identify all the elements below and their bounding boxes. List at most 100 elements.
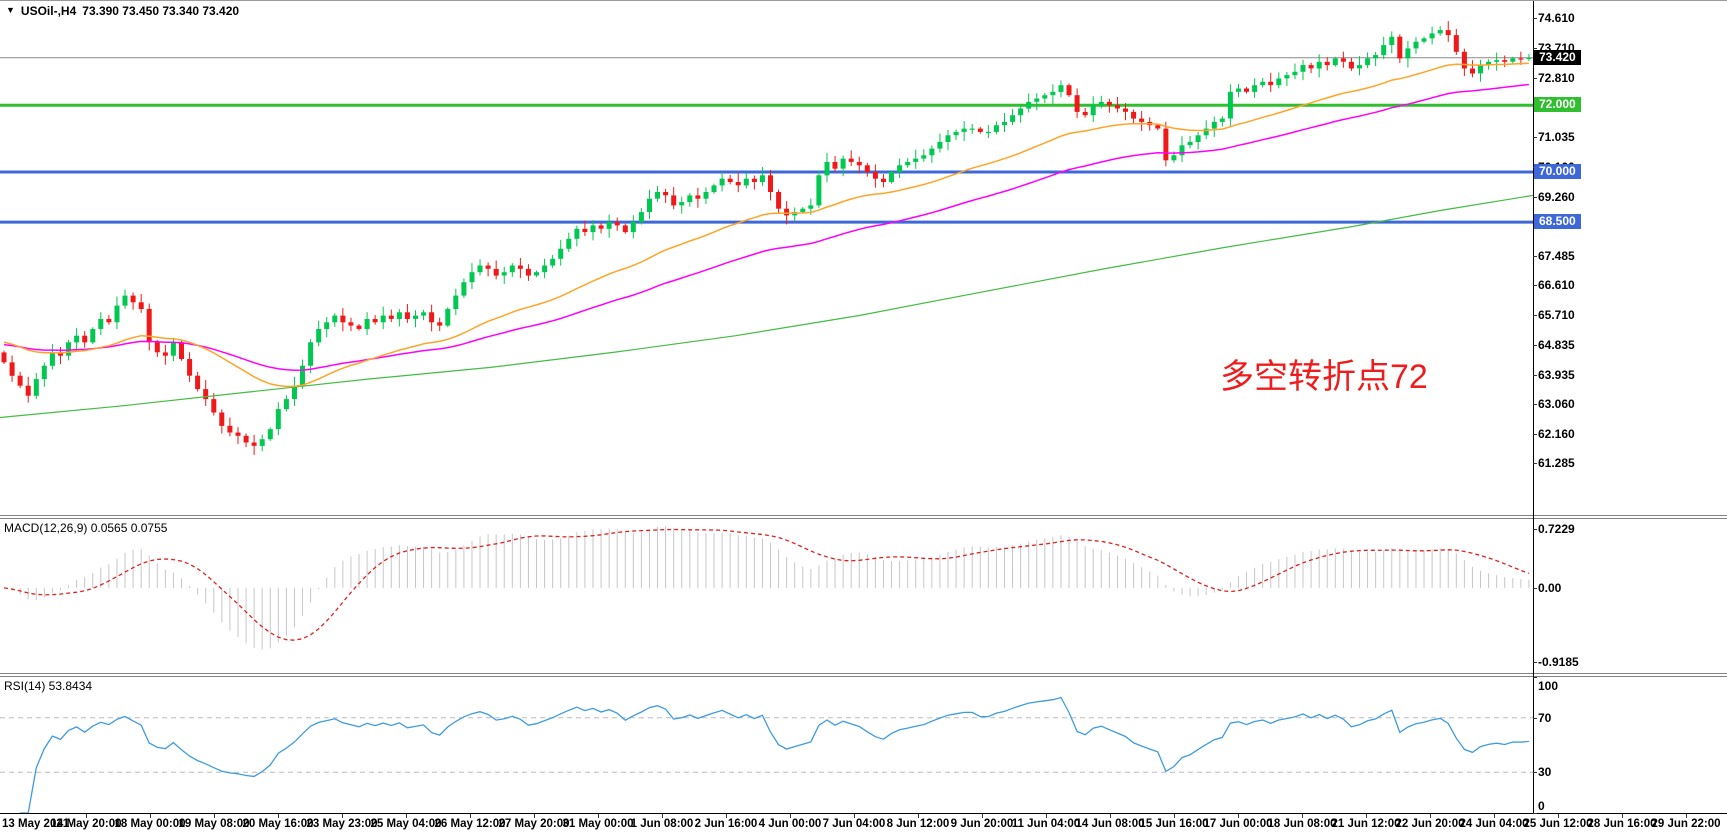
rsi-label: RSI(14) 53.8434: [4, 679, 93, 693]
time-axis-tick: [598, 814, 599, 818]
time-axis-label: 25 Jun 12:00: [1523, 818, 1593, 830]
price-axis-tick: [1533, 285, 1537, 286]
time-axis-tick: [1622, 814, 1623, 818]
price-axis-tick: [1533, 137, 1537, 138]
price-axis-label: 66.610: [1538, 278, 1575, 292]
time-axis-label: 15 Jun 16:00: [1139, 818, 1209, 830]
price-axis-label: 63.060: [1538, 397, 1575, 411]
macd-axis-label: 0.7229: [1538, 522, 1575, 536]
time-axis-tick: [1430, 814, 1431, 818]
macd-axis-tick: [1533, 529, 1537, 530]
time-axis-tick: [470, 814, 471, 818]
rsi-axis-tick: [1533, 813, 1537, 814]
time-axis-label: 13 May 2021: [2, 818, 70, 830]
time-axis-tick: [406, 814, 407, 818]
time-axis-label: 25 May 04:00: [370, 818, 442, 830]
candlestick-chart[interactable]: [0, 1, 1533, 515]
rsi-axis-tick: [1533, 772, 1537, 773]
rsi-axis-tick: [1533, 677, 1537, 678]
price-axis-label: 63.935: [1538, 368, 1575, 382]
time-axis-label: 8 Jun 12:00: [886, 818, 950, 830]
time-axis-label: 26 May 12:00: [434, 818, 506, 830]
price-axis-tick: [1533, 315, 1537, 316]
time-axis-tick: [1558, 814, 1559, 818]
price-axis-tick: [1533, 197, 1537, 198]
time-axis-label: 14 May 20:00: [50, 818, 122, 830]
price-axis-label: 65.710: [1538, 308, 1575, 322]
symbol-quote: 73.390 73.450 73.340 73.420: [82, 4, 240, 18]
time-axis-label: 17 Jun 00:00: [1203, 818, 1273, 830]
price-axis-tick: [1533, 375, 1537, 376]
price-axis-tick: [1533, 48, 1537, 49]
hline-price-badge: 72.000: [1534, 97, 1581, 112]
price-axis-tick: [1533, 463, 1537, 464]
time-axis-tick: [1686, 814, 1687, 818]
macd-axis-tick: [1533, 588, 1537, 589]
macd-axis-tick: [1533, 662, 1537, 663]
time-axis-label: 1 Jun 08:00: [630, 818, 694, 830]
time-axis-tick: [86, 814, 87, 818]
time-axis-tick: [1366, 814, 1367, 818]
price-axis-label: 69.260: [1538, 190, 1575, 204]
hline-price-badge: 70.000: [1534, 164, 1581, 179]
symbol-name: USOil-,H4: [20, 4, 77, 18]
chart-annotation: 多空转折点72: [1220, 358, 1428, 396]
time-axis-tick: [982, 814, 983, 818]
rsi-axis-label: 70: [1538, 711, 1552, 725]
rsi-panel[interactable]: [0, 677, 1533, 813]
time-axis-tick: [790, 814, 791, 818]
time-axis-tick: [854, 814, 855, 818]
price-axis-tick: [1533, 78, 1537, 79]
time-axis-label: 31 May 00:00: [562, 818, 634, 830]
dropdown-triangle-icon[interactable]: ▼: [6, 5, 15, 15]
time-axis-label: 27 May 20:00: [498, 818, 570, 830]
price-axis-label: 64.835: [1538, 338, 1575, 352]
current-price-badge: 73.420: [1534, 50, 1581, 65]
macd-panel[interactable]: [0, 519, 1533, 673]
price-axis-label: 72.810: [1538, 71, 1575, 85]
price-axis-label: 71.035: [1538, 130, 1575, 144]
time-axis[interactable]: 13 May 2021 14 May 20:00 18 May 00:00 19 Ma…: [0, 814, 1727, 835]
hline-price-badge: 68.500: [1534, 214, 1581, 229]
time-axis-label: 18 Jun 08:00: [1267, 818, 1337, 830]
time-axis-label: 7 Jun 04:00: [822, 818, 886, 830]
price-axis-tick: [1533, 345, 1537, 346]
time-axis-tick: [1174, 814, 1175, 818]
time-axis-separator: [0, 813, 1727, 814]
price-axis-tick: [1533, 18, 1537, 19]
rsi-axis-label: 30: [1538, 765, 1552, 779]
rsi-axis-label: 100: [1538, 679, 1559, 693]
price-axis-label: 67.485: [1538, 249, 1575, 263]
time-axis-tick: [1110, 814, 1111, 818]
price-axis-separator: [1533, 1, 1534, 813]
time-axis-tick: [278, 814, 279, 818]
time-axis-tick: [534, 814, 535, 818]
time-axis-label: 20 May 16:00: [242, 818, 314, 830]
price-axis-label: 62.160: [1538, 427, 1575, 441]
time-axis-tick: [1046, 814, 1047, 818]
macd-axis-label: -0.9185: [1538, 655, 1579, 669]
time-axis-label: 24 Jun 04:00: [1459, 818, 1529, 830]
price-axis-tick: [1533, 404, 1537, 405]
time-axis-label: 9 Jun 20:00: [950, 818, 1014, 830]
time-axis-label: 2 Jun 16:00: [694, 818, 758, 830]
time-axis-label: 19 May 08:00: [178, 818, 250, 830]
time-axis-tick: [150, 814, 151, 818]
panel-divider[interactable]: [0, 673, 1727, 677]
time-axis-label: 28 Jun 16:00: [1587, 818, 1657, 830]
time-axis-tick: [1494, 814, 1495, 818]
panel-divider[interactable]: [0, 515, 1727, 519]
price-axis-tick: [1533, 256, 1537, 257]
rsi-axis-label: 0: [1538, 799, 1545, 813]
time-axis-label: 18 May 00:00: [114, 818, 186, 830]
time-axis-label: 4 Jun 00:00: [758, 818, 822, 830]
time-axis-tick: [662, 814, 663, 818]
macd-axis-label: 0.00: [1538, 581, 1562, 595]
time-axis-tick: [726, 814, 727, 818]
price-axis-tick: [1533, 434, 1537, 435]
rsi-axis-tick: [1533, 718, 1537, 719]
time-axis-tick: [214, 814, 215, 818]
time-axis-label: 11 Jun 04:00: [1011, 818, 1081, 830]
time-axis-tick: [1302, 814, 1303, 818]
